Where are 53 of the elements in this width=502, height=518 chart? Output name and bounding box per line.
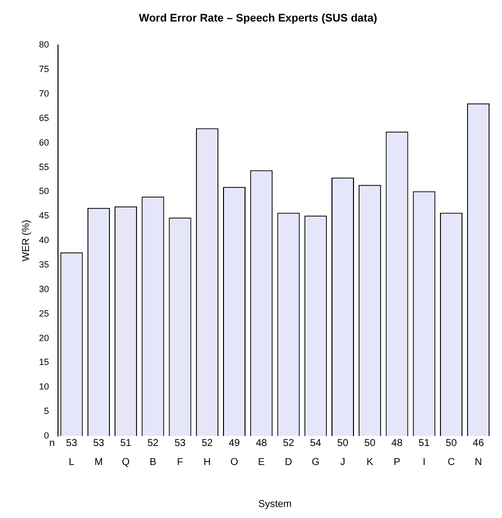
annotation: 54: [310, 438, 322, 449]
annotation: 50: [446, 438, 458, 449]
y-tick-label: 70: [38, 88, 50, 99]
annotation: 53: [93, 438, 105, 449]
y-tick-label: 20: [38, 332, 50, 343]
x-tick-label: F: [176, 456, 184, 468]
y-tick-label: 80: [38, 40, 50, 50]
y-axis-title: WER (%): [20, 220, 32, 262]
annotation: 46: [472, 438, 484, 449]
x-tick-label: D: [284, 456, 292, 468]
y-tick-label: 15: [38, 357, 50, 368]
x-tick-label: M: [94, 456, 103, 468]
chart-title: Word Error Rate – Speech Experts (SUS data): [138, 12, 378, 25]
annotation: 52: [147, 438, 159, 449]
x-tick-label: O: [230, 456, 238, 468]
x-tick-label: G: [312, 456, 320, 468]
y-tick-label: 50: [38, 186, 50, 196]
y-tick-label: 35: [38, 260, 50, 270]
annotation: 50: [337, 438, 349, 449]
x-tick-label: H: [204, 456, 211, 468]
text: n: [49, 438, 55, 449]
y-tick-label: 45: [38, 210, 50, 221]
annotation: 51: [418, 438, 430, 449]
y-tick-label: 10: [38, 382, 50, 392]
x-tick-label: E: [258, 456, 266, 468]
x-tick-label: Q: [122, 456, 130, 468]
x-tick-label: B: [150, 456, 157, 468]
y-tick-label: 75: [38, 64, 50, 74]
x-tick-label: J: [340, 456, 346, 468]
y-tick-label: 30: [38, 284, 50, 294]
x-tick-label: I: [422, 456, 426, 468]
annotation: 51: [120, 438, 132, 449]
y-tick-label: 65: [38, 112, 50, 123]
x-tick-label: P: [394, 456, 401, 468]
annotation: 52: [202, 438, 214, 449]
y-tick-label: 0: [44, 430, 50, 440]
x-tick-label: N: [474, 456, 482, 468]
annotation: 49: [228, 438, 240, 449]
annotation: 48: [256, 438, 268, 449]
annotation: 48: [391, 438, 403, 449]
annotation: 52: [282, 438, 295, 449]
y-tick-label: 5: [44, 406, 50, 416]
x-axis-title: System: [258, 498, 292, 510]
y-tick-label: 55: [38, 162, 50, 172]
x-tick-label: C: [448, 456, 455, 468]
y-tick-label: 60: [38, 137, 50, 148]
annotation: 53: [66, 438, 78, 449]
x-tick-label: L: [68, 456, 75, 468]
x-tick-label: K: [366, 456, 374, 468]
annotation: 53: [174, 438, 186, 449]
y-tick-label: 40: [38, 235, 50, 246]
annotation: 50: [364, 438, 376, 449]
y-tick-label: 25: [38, 308, 50, 318]
